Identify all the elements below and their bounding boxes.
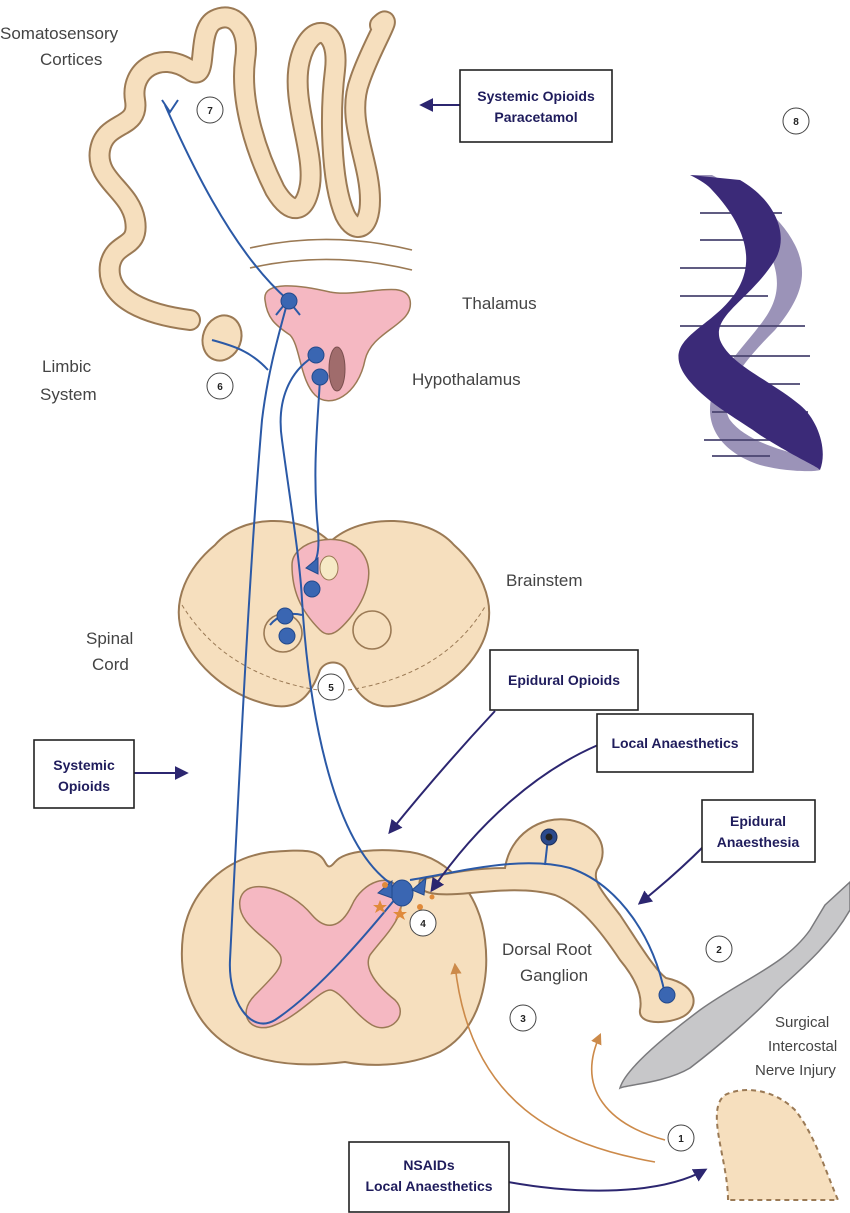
label-surgical: Surgical bbox=[775, 1014, 829, 1031]
nerve-pathways bbox=[161, 99, 666, 1025]
svg-text:Epidural: Epidural bbox=[730, 813, 786, 829]
svg-text:Local Anaesthetics: Local Anaesthetics bbox=[365, 1178, 492, 1194]
marker-8: 8 bbox=[782, 107, 810, 135]
svg-text:Paracetamol: Paracetamol bbox=[494, 109, 577, 125]
label-somatosensory: Somatosensory bbox=[0, 24, 119, 43]
svg-text:3: 3 bbox=[520, 1014, 526, 1025]
box-local-anaesthetics: Local Anaesthetics bbox=[596, 713, 754, 773]
callosum-line-lower bbox=[249, 258, 413, 271]
label-limbic: Limbic bbox=[42, 357, 92, 376]
synapse-nodes bbox=[276, 292, 676, 1004]
label-brainstem: Brainstem bbox=[506, 571, 583, 590]
label-spinal: Spinal bbox=[86, 629, 133, 648]
svg-text:8: 8 bbox=[793, 117, 799, 128]
marker-3: 3 bbox=[509, 1004, 537, 1032]
arrow-nsaids bbox=[507, 1168, 708, 1192]
box-nsaids-local-anaesthetics: NSAIDs Local Anaesthetics bbox=[348, 1141, 510, 1213]
label-intercostal: Intercostal bbox=[768, 1038, 837, 1055]
label-thalamus: Thalamus bbox=[462, 294, 537, 313]
marker-4: 4 bbox=[409, 909, 437, 937]
dorsal-root-ganglion-shape bbox=[418, 818, 695, 1024]
svg-text:Systemic: Systemic bbox=[53, 757, 115, 773]
brainstem-grey-matter bbox=[291, 538, 370, 635]
arrow-local-anaesthetics bbox=[430, 744, 599, 893]
arrow-epidural-anaesthesia bbox=[637, 844, 706, 905]
callosum-line-upper bbox=[249, 238, 413, 251]
box-systemic-opioids-paracetamol: Systemic Opioids Paracetamol bbox=[459, 69, 613, 143]
svg-text:4: 4 bbox=[420, 919, 426, 930]
svg-text:7: 7 bbox=[207, 106, 213, 117]
limbic-shape bbox=[201, 314, 243, 362]
somatosensory-cortex-shape bbox=[88, 6, 396, 331]
marker-7: 7 bbox=[196, 96, 224, 124]
tissue-flap-shape bbox=[715, 1089, 840, 1201]
svg-text:Opioids: Opioids bbox=[58, 778, 110, 794]
svg-text:6: 6 bbox=[217, 382, 223, 393]
arrow-inflammation-to-drg bbox=[590, 1032, 666, 1141]
marker-6: 6 bbox=[206, 372, 234, 400]
svg-text:Systemic Opioids: Systemic Opioids bbox=[477, 88, 595, 104]
svg-text:Local Anaesthetics: Local Anaesthetics bbox=[611, 735, 738, 751]
svg-text:1: 1 bbox=[678, 1134, 684, 1145]
scalpel-icon bbox=[618, 880, 850, 1090]
marker-1: 1 bbox=[667, 1124, 695, 1152]
svg-text:Anaesthesia: Anaesthesia bbox=[717, 834, 800, 850]
brainstem-nucleus bbox=[319, 555, 339, 581]
brainstem-dash-left bbox=[181, 604, 319, 691]
box-epidural-opioids: Epidural Opioids bbox=[489, 649, 639, 711]
label-hypothalamus: Hypothalamus bbox=[412, 370, 521, 389]
hypothalamus-nucleus bbox=[328, 346, 346, 392]
box-systemic-opioids: Systemic Opioids bbox=[33, 739, 135, 809]
label-cord: Cord bbox=[92, 655, 129, 674]
svg-text:5: 5 bbox=[328, 683, 334, 694]
label-dorsal-root: Dorsal Root bbox=[502, 940, 592, 959]
label-ganglion: Ganglion bbox=[520, 966, 588, 985]
mediator-markers bbox=[373, 882, 435, 920]
thalamus-shape bbox=[264, 285, 411, 402]
marker-5: 5 bbox=[317, 673, 345, 701]
brainstem-dash-right bbox=[347, 604, 487, 691]
label-nerve-injury: Nerve Injury bbox=[755, 1062, 836, 1079]
svg-text:NSAIDs: NSAIDs bbox=[403, 1157, 455, 1173]
svg-text:Epidural Opioids: Epidural Opioids bbox=[508, 672, 620, 688]
dna-helix-icon bbox=[678, 175, 823, 472]
label-system: System bbox=[40, 385, 97, 404]
spinal-grey-matter bbox=[239, 879, 403, 1029]
box-epidural-anaesthesia: Epidural Anaesthesia bbox=[701, 799, 816, 863]
arrow-inflammation-to-cord bbox=[450, 962, 656, 1163]
label-cortices: Cortices bbox=[40, 50, 102, 69]
marker-2: 2 bbox=[705, 935, 733, 963]
arrow-epidural-opioids bbox=[388, 710, 496, 835]
brainstem-tract-right bbox=[352, 610, 392, 650]
svg-text:2: 2 bbox=[716, 945, 722, 956]
